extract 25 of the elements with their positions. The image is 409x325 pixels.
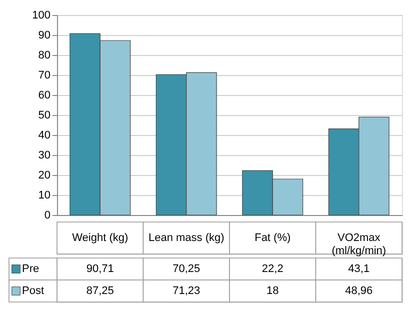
x-tick-label: Weight (kg) bbox=[72, 232, 128, 244]
x-tick-label: Lean mass (kg) bbox=[148, 232, 224, 244]
x-tick-label: VO2max (ml/kg/min) bbox=[332, 232, 386, 257]
y-tick-label: 90 bbox=[38, 30, 50, 42]
y-tick-label: 100 bbox=[32, 10, 50, 22]
data-label: 18 bbox=[266, 285, 279, 297]
x-tick-label: Fat (%) bbox=[254, 232, 291, 244]
legend-label: Pre bbox=[22, 263, 40, 275]
data-label: 22,2 bbox=[262, 263, 284, 275]
y-tick-label: 0 bbox=[44, 210, 50, 222]
legend-label: Post bbox=[22, 285, 44, 297]
data-label: 87,25 bbox=[86, 285, 114, 297]
y-tick-label: 70 bbox=[38, 70, 50, 82]
y-tick-label: 60 bbox=[38, 90, 50, 102]
y-tick-label: 10 bbox=[38, 190, 50, 202]
y-tick-label: 30 bbox=[38, 150, 50, 162]
data-label: 70,25 bbox=[172, 263, 200, 275]
data-label: 48,96 bbox=[345, 285, 373, 297]
y-tick-label: 50 bbox=[38, 110, 50, 122]
data-label: 90,71 bbox=[86, 263, 114, 275]
y-tick-label: 40 bbox=[38, 130, 50, 142]
y-tick-label: 80 bbox=[38, 50, 50, 62]
y-tick-label: 20 bbox=[38, 170, 50, 182]
data-label: 43,1 bbox=[348, 263, 370, 275]
data-label: 71,23 bbox=[172, 285, 200, 297]
